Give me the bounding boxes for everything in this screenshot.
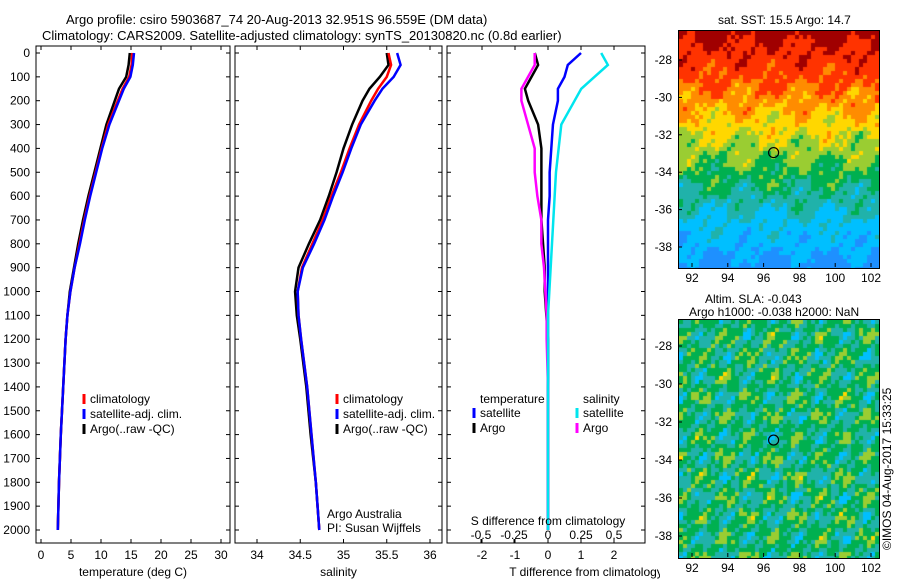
- map2-title: Altim. SLA: -0.043: [705, 292, 802, 306]
- map-x-tick-label: 96: [757, 271, 771, 285]
- legend-label: satellite-adj. clim.: [343, 407, 435, 421]
- map-x-tick-label: 98: [793, 271, 807, 285]
- legend-label: Argo: [480, 421, 506, 435]
- depth-tick-label: 900: [10, 261, 30, 275]
- s-tick-label: -0.25: [500, 528, 528, 542]
- x-tick-label: 35: [337, 548, 351, 562]
- depth-tick-label: 300: [10, 118, 30, 132]
- profile-plots: 0100200300400500600700800900100011001200…: [3, 45, 660, 579]
- x-tick-label: 0: [545, 548, 552, 562]
- x-tick-label: 35.5: [375, 548, 399, 562]
- x-tick-label: 20: [154, 548, 168, 562]
- s-tick-label: 0: [545, 528, 552, 542]
- depth-tick-label: 600: [10, 189, 30, 203]
- series-argo-raw-qc-: [293, 52, 390, 531]
- depth-tick-label: 1400: [3, 380, 30, 394]
- depth-tick-label: 1000: [3, 285, 30, 299]
- x-tick-label: 10: [94, 548, 108, 562]
- series-climatology: [296, 52, 393, 531]
- map-x-tick-label: 92: [685, 561, 699, 575]
- series-satellite-adj-clim-: [296, 52, 402, 531]
- annotation: Argo Australia: [327, 507, 402, 521]
- map-x-tick-label: 100: [825, 561, 845, 575]
- map-x-tick-label: 92: [685, 271, 699, 285]
- depth-tick-label: 200: [10, 94, 30, 108]
- depth-tick-label: 1500: [3, 404, 30, 418]
- legend-header: temperature: [480, 392, 545, 406]
- map-x-tick-label: 102: [861, 271, 881, 285]
- x-axis-label: temperature (deg C): [79, 565, 187, 579]
- x-tick-label: 34.5: [289, 548, 313, 562]
- title-line1: Argo profile: csiro 5903687_74 20-Aug-20…: [66, 12, 488, 27]
- map1-title: sat. SST: 15.5 Argo: 14.7: [718, 13, 851, 27]
- depth-tick-label: 100: [10, 70, 30, 84]
- x-tick-label: 34: [250, 548, 264, 562]
- map-x-tick-label: 98: [793, 561, 807, 575]
- sla-map: [678, 319, 880, 559]
- s-tick-label: 0.5: [606, 528, 623, 542]
- legend-label: climatology: [343, 392, 403, 406]
- map-x-tick-label: 94: [721, 271, 735, 285]
- credit: ©IMOS 04-Aug-2017 15:33:25: [880, 387, 894, 550]
- panel-1: 34 34.5 35 35.5 36 salinity climatologysatelli…: [234, 45, 443, 579]
- depth-tick-label: 1900: [3, 499, 30, 513]
- series-argo-raw-qc-: [56, 52, 132, 531]
- legend-header: salinity: [583, 392, 620, 406]
- x-axis-label: T difference from climatology: [509, 565, 660, 579]
- depth-tick-label: 1100: [4, 308, 30, 322]
- x-tick-label: 15: [124, 548, 138, 562]
- depth-tick-label: 1700: [3, 451, 30, 465]
- x-tick-label: 30: [214, 548, 228, 562]
- s-tick-label: -0.5: [471, 528, 492, 542]
- x-tick-label: 5: [68, 548, 75, 562]
- x-axis-label: salinity: [320, 565, 357, 579]
- depth-tick-label: 500: [10, 165, 30, 179]
- panel-0: 0 5 10 15 20 25 30 temperature (deg C) climatolo…: [35, 45, 231, 579]
- map-x-tick-label: 102: [861, 561, 881, 575]
- series-satellite: [546, 52, 582, 530]
- depth-tick-label: 700: [10, 213, 30, 227]
- depth-tick-label: 800: [10, 237, 30, 251]
- legend-label: satellite: [480, 406, 521, 420]
- legend-label: satellite-adj. clim.: [90, 407, 182, 421]
- map-x-tick-label: 96: [757, 561, 771, 575]
- panel-frame: [446, 45, 646, 544]
- x-tick-label: 36: [423, 548, 437, 562]
- x-tick-label: 2: [611, 548, 618, 562]
- depth-tick-label: 1600: [3, 428, 30, 442]
- annotation: PI: Susan Wijffels: [327, 521, 421, 535]
- depth-tick-label: 400: [10, 141, 30, 155]
- title-line2: Climatology: CARS2009. Satellite-adjuste…: [42, 28, 562, 43]
- sst-map: [678, 30, 880, 269]
- x-tick-label: 0: [38, 548, 45, 562]
- x-tick-label: 25: [184, 548, 198, 562]
- map-x-tick-label: 94: [721, 561, 735, 575]
- panel-frame: [234, 45, 443, 544]
- depth-tick-label: 2000: [3, 523, 30, 537]
- legend-label: Argo: [583, 421, 609, 435]
- x-tick-label: 1: [578, 548, 585, 562]
- map2-subtitle: Argo h1000: -0.038 h2000: NaN: [689, 305, 860, 319]
- legend-label: climatology: [90, 392, 150, 406]
- series-satellite: [546, 52, 610, 530]
- legend-label: Argo(..raw -QC): [343, 422, 428, 436]
- series-satellite-adj-clim-: [56, 52, 136, 531]
- depth-tick-label: 1300: [3, 356, 30, 370]
- panel-2: -2 -1 0 1 2 T difference from climatology: [446, 45, 660, 579]
- s-axis-label: S difference from climatology: [471, 514, 626, 528]
- map-x-tick-label: 100: [825, 271, 845, 285]
- x-tick-label: -1: [510, 548, 521, 562]
- depth-tick-label: 1800: [3, 475, 30, 489]
- depth-tick-label: 1200: [3, 332, 30, 346]
- x-tick-label: -2: [477, 548, 488, 562]
- panel-frame: [35, 45, 231, 544]
- depth-tick-label: 0: [23, 46, 30, 60]
- legend-label: Argo(..raw -QC): [90, 422, 175, 436]
- legend-label: satellite: [583, 406, 624, 420]
- s-tick-label: 0.25: [569, 528, 593, 542]
